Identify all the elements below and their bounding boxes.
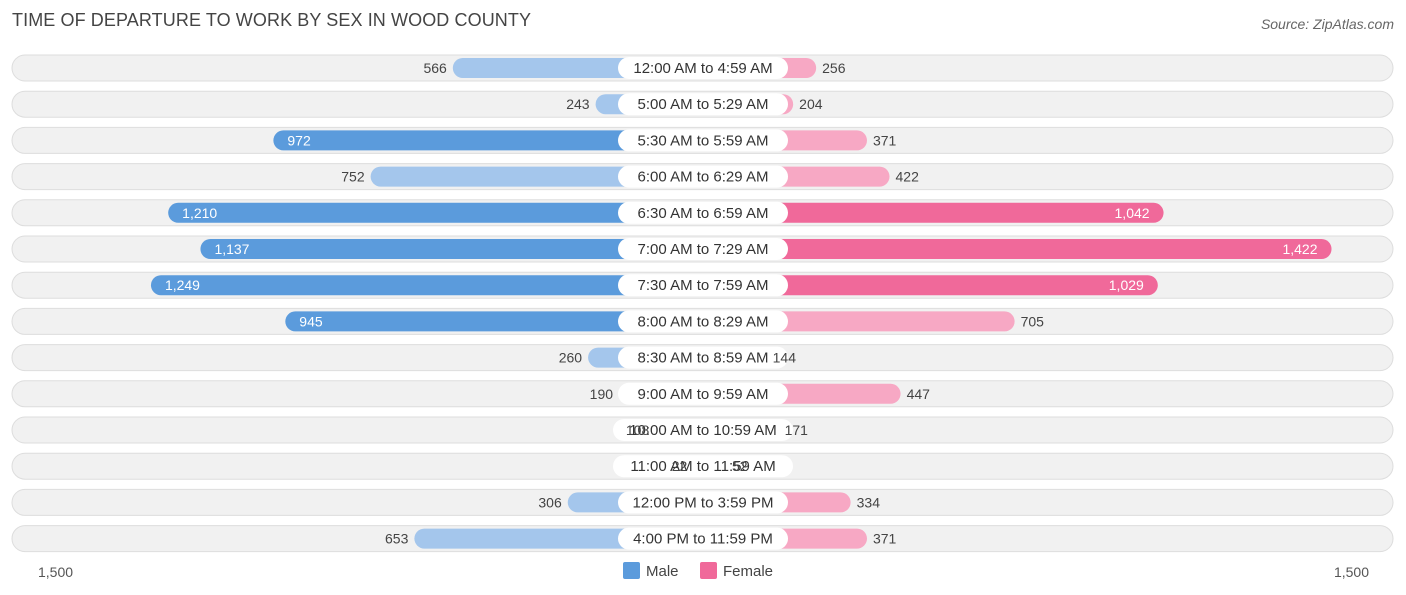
chart-row: 12:00 AM to 4:59 AM 566 256 bbox=[11, 54, 1394, 82]
value-label-male: 752 bbox=[341, 169, 365, 185]
value-label-female: 204 bbox=[799, 96, 823, 112]
value-label-male: 108 bbox=[626, 422, 650, 438]
value-label-male: 653 bbox=[385, 531, 409, 547]
value-label-male: 1,137 bbox=[214, 241, 249, 257]
category-label: 8:30 AM to 8:59 AM bbox=[638, 350, 769, 367]
value-label-female: 371 bbox=[873, 132, 897, 148]
chart-rows: 12:00 AM to 4:59 AM 566 256 5:00 AM to 5:29… bbox=[11, 54, 1394, 553]
chart-row: 6:00 AM to 6:29 AM 752 422 bbox=[11, 163, 1394, 191]
value-label-female: 1,422 bbox=[1282, 241, 1317, 257]
value-label-male: 22 bbox=[672, 458, 688, 474]
category-pill bbox=[613, 419, 793, 441]
bar-female bbox=[693, 202, 1164, 223]
value-label-female: 447 bbox=[907, 386, 931, 402]
category-label: 12:00 PM to 3:59 PM bbox=[633, 494, 774, 511]
category-label: 8:00 AM to 8:29 AM bbox=[638, 313, 769, 330]
category-pill bbox=[618, 346, 788, 369]
category-pill bbox=[618, 274, 788, 297]
category-pill bbox=[618, 93, 788, 116]
value-label-male: 1,210 bbox=[182, 205, 217, 221]
category-label: 11:00 AM to 11:59 AM bbox=[630, 458, 775, 475]
category-label: 10:00 AM to 10:59 AM bbox=[629, 422, 777, 439]
axis-label-left: 1,500 bbox=[38, 564, 73, 580]
value-label-female: 1,042 bbox=[1115, 205, 1150, 221]
value-label-male: 306 bbox=[538, 494, 562, 510]
value-label-female: 52 bbox=[732, 458, 748, 474]
bar-male bbox=[150, 275, 713, 296]
axis-label-right: 1,500 bbox=[1334, 564, 1369, 580]
value-label-female: 422 bbox=[896, 169, 920, 185]
legend-label-male: Male bbox=[646, 563, 679, 580]
category-label: 5:30 AM to 5:59 AM bbox=[638, 132, 769, 149]
category-label: 12:00 AM to 4:59 AM bbox=[633, 60, 772, 77]
value-label-female: 256 bbox=[822, 60, 846, 76]
category-pill bbox=[618, 201, 788, 224]
value-label-female: 171 bbox=[785, 422, 809, 438]
legend-swatch-male bbox=[623, 562, 640, 579]
category-label: 4:00 PM to 11:59 PM bbox=[633, 531, 773, 548]
category-label: 7:00 AM to 7:29 AM bbox=[638, 241, 769, 258]
value-label-female: 371 bbox=[873, 531, 897, 547]
chart-row: 5:30 AM to 5:59 AM 972 371 bbox=[11, 126, 1394, 154]
value-label-male: 566 bbox=[423, 60, 447, 76]
category-pill bbox=[618, 238, 788, 260]
bar-female bbox=[693, 239, 1332, 259]
category-pill bbox=[618, 382, 788, 405]
legend-label-female: Female bbox=[723, 563, 773, 580]
value-label-male: 972 bbox=[287, 132, 311, 148]
category-pill bbox=[613, 455, 793, 478]
chart-row: 8:00 AM to 8:29 AM 945 705 bbox=[11, 307, 1394, 335]
chart-row: 7:30 AM to 7:59 AM 1,249 1,029 bbox=[11, 271, 1394, 299]
value-label-male: 243 bbox=[566, 96, 590, 112]
legend: Male Female bbox=[623, 562, 773, 580]
category-pill bbox=[618, 129, 788, 152]
chart-row: 4:00 PM to 11:59 PM 653 371 bbox=[11, 525, 1394, 553]
bar-female bbox=[693, 275, 1158, 296]
category-label: 5:00 AM to 5:29 AM bbox=[638, 96, 769, 113]
chart-title: TIME OF DEPARTURE TO WORK BY SEX IN WOOD… bbox=[12, 10, 532, 30]
value-label-female: 144 bbox=[773, 350, 797, 366]
value-label-female: 1,029 bbox=[1109, 277, 1144, 293]
category-pill bbox=[618, 491, 788, 514]
value-label-male: 260 bbox=[559, 350, 583, 366]
value-label-female: 334 bbox=[857, 494, 881, 510]
chart-row: 9:00 AM to 9:59 AM 190 447 bbox=[11, 380, 1394, 408]
value-label-male: 1,249 bbox=[165, 277, 200, 293]
value-label-female: 705 bbox=[1021, 313, 1045, 329]
chart-row: 5:00 AM to 5:29 AM 243 204 bbox=[11, 90, 1394, 118]
category-label: 9:00 AM to 9:59 AM bbox=[638, 386, 769, 403]
bar-male bbox=[285, 311, 713, 332]
chart-source: Source: ZipAtlas.com bbox=[1260, 16, 1394, 32]
category-label: 6:30 AM to 6:59 AM bbox=[638, 205, 769, 222]
bar-male bbox=[200, 239, 714, 259]
category-pill bbox=[618, 57, 788, 79]
chart-row: 7:00 AM to 7:29 AM 1,137 1,422 bbox=[11, 235, 1394, 263]
bar-male bbox=[168, 202, 713, 223]
value-label-male: 190 bbox=[590, 386, 614, 402]
chart-row: 12:00 PM to 3:59 PM 306 334 bbox=[11, 488, 1394, 516]
category-pill bbox=[618, 527, 788, 550]
category-label: 7:30 AM to 7:59 AM bbox=[638, 277, 769, 294]
category-pill bbox=[618, 310, 788, 333]
chart-row: 8:30 AM to 8:59 AM 260 144 bbox=[11, 344, 1394, 372]
category-pill bbox=[618, 165, 788, 188]
bar-male bbox=[273, 130, 713, 151]
value-label-male: 945 bbox=[299, 313, 323, 329]
chart-row: 6:30 AM to 6:59 AM 1,210 1,042 bbox=[11, 199, 1394, 227]
legend-swatch-female bbox=[700, 562, 717, 579]
category-label: 6:00 AM to 6:29 AM bbox=[638, 169, 769, 186]
